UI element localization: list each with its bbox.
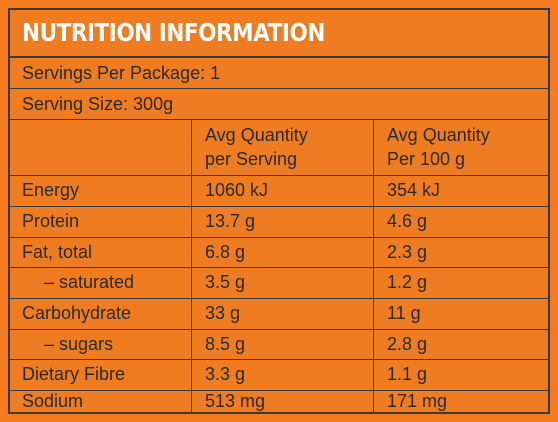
row-label: Energy	[22, 180, 80, 200]
table-row: – sugars 8.5 g 2.8 g	[10, 330, 548, 360]
header-per-100g-line1: Avg Quantity	[387, 125, 490, 145]
table-row: Sodium 513 mg 171 mg	[10, 391, 548, 412]
row-per-serving: 513 mg	[205, 391, 266, 411]
row-label: Sodium	[22, 391, 84, 411]
nutrition-table: Avg Quantity per Serving Avg Quantity Pe…	[10, 120, 548, 412]
panel-title: NUTRITION INFORMATION	[22, 18, 325, 47]
header-per-serving-line2: per Serving	[205, 149, 298, 169]
serving-size: Serving Size: 300g	[10, 89, 548, 120]
column-divider	[191, 120, 192, 412]
row-per-100g: 2.3 g	[387, 242, 428, 262]
header-per-100g: Avg Quantity Per 100 g	[387, 123, 490, 171]
row-per-100g: 1.1 g	[387, 364, 428, 384]
row-per-serving: 1060 kJ	[205, 180, 269, 200]
row-per-100g: 2.8 g	[387, 334, 428, 354]
row-per-serving: 8.5 g	[205, 334, 246, 354]
row-per-serving: 6.8 g	[205, 242, 246, 262]
table-header-row: Avg Quantity per Serving Avg Quantity Pe…	[10, 120, 548, 176]
row-label: Carbohydrate	[22, 303, 132, 323]
row-label: Protein	[22, 211, 80, 231]
servings-per-package: Servings Per Package: 1	[10, 58, 548, 89]
table-row: Dietary Fibre 3.3 g 1.1 g	[10, 360, 548, 391]
row-per-100g: 11 g	[387, 303, 421, 323]
row-label: Fat, total	[22, 242, 93, 262]
row-label: Dietary Fibre	[22, 364, 126, 384]
row-per-100g: 354 kJ	[387, 180, 441, 200]
row-label: – saturated	[44, 272, 135, 292]
table-row: Carbohydrate 33 g 11 g	[10, 299, 548, 330]
row-per-serving: 33 g	[205, 303, 241, 323]
row-per-100g: 171 mg	[387, 391, 448, 411]
row-per-100g: 4.6 g	[387, 211, 428, 231]
table-row: Fat, total 6.8 g 2.3 g	[10, 238, 548, 268]
nutrition-panel: NUTRITION INFORMATION Servings Per Packa…	[8, 8, 550, 414]
column-divider	[373, 120, 374, 412]
row-per-serving: 3.3 g	[205, 364, 246, 384]
header-per-serving: Avg Quantity per Serving	[205, 123, 308, 171]
header-per-serving-line1: Avg Quantity	[205, 125, 308, 145]
table-row: Energy 1060 kJ 354 kJ	[10, 176, 548, 207]
row-per-100g: 1.2 g	[387, 272, 428, 292]
title-row: NUTRITION INFORMATION	[10, 10, 548, 58]
table-row: Protein 13.7 g 4.6 g	[10, 207, 548, 238]
row-per-serving: 13.7 g	[205, 211, 256, 231]
header-per-100g-line2: Per 100 g	[387, 149, 466, 169]
row-label: – sugars	[44, 334, 114, 354]
table-row: – saturated 3.5 g 1.2 g	[10, 268, 548, 299]
row-per-serving: 3.5 g	[205, 272, 246, 292]
